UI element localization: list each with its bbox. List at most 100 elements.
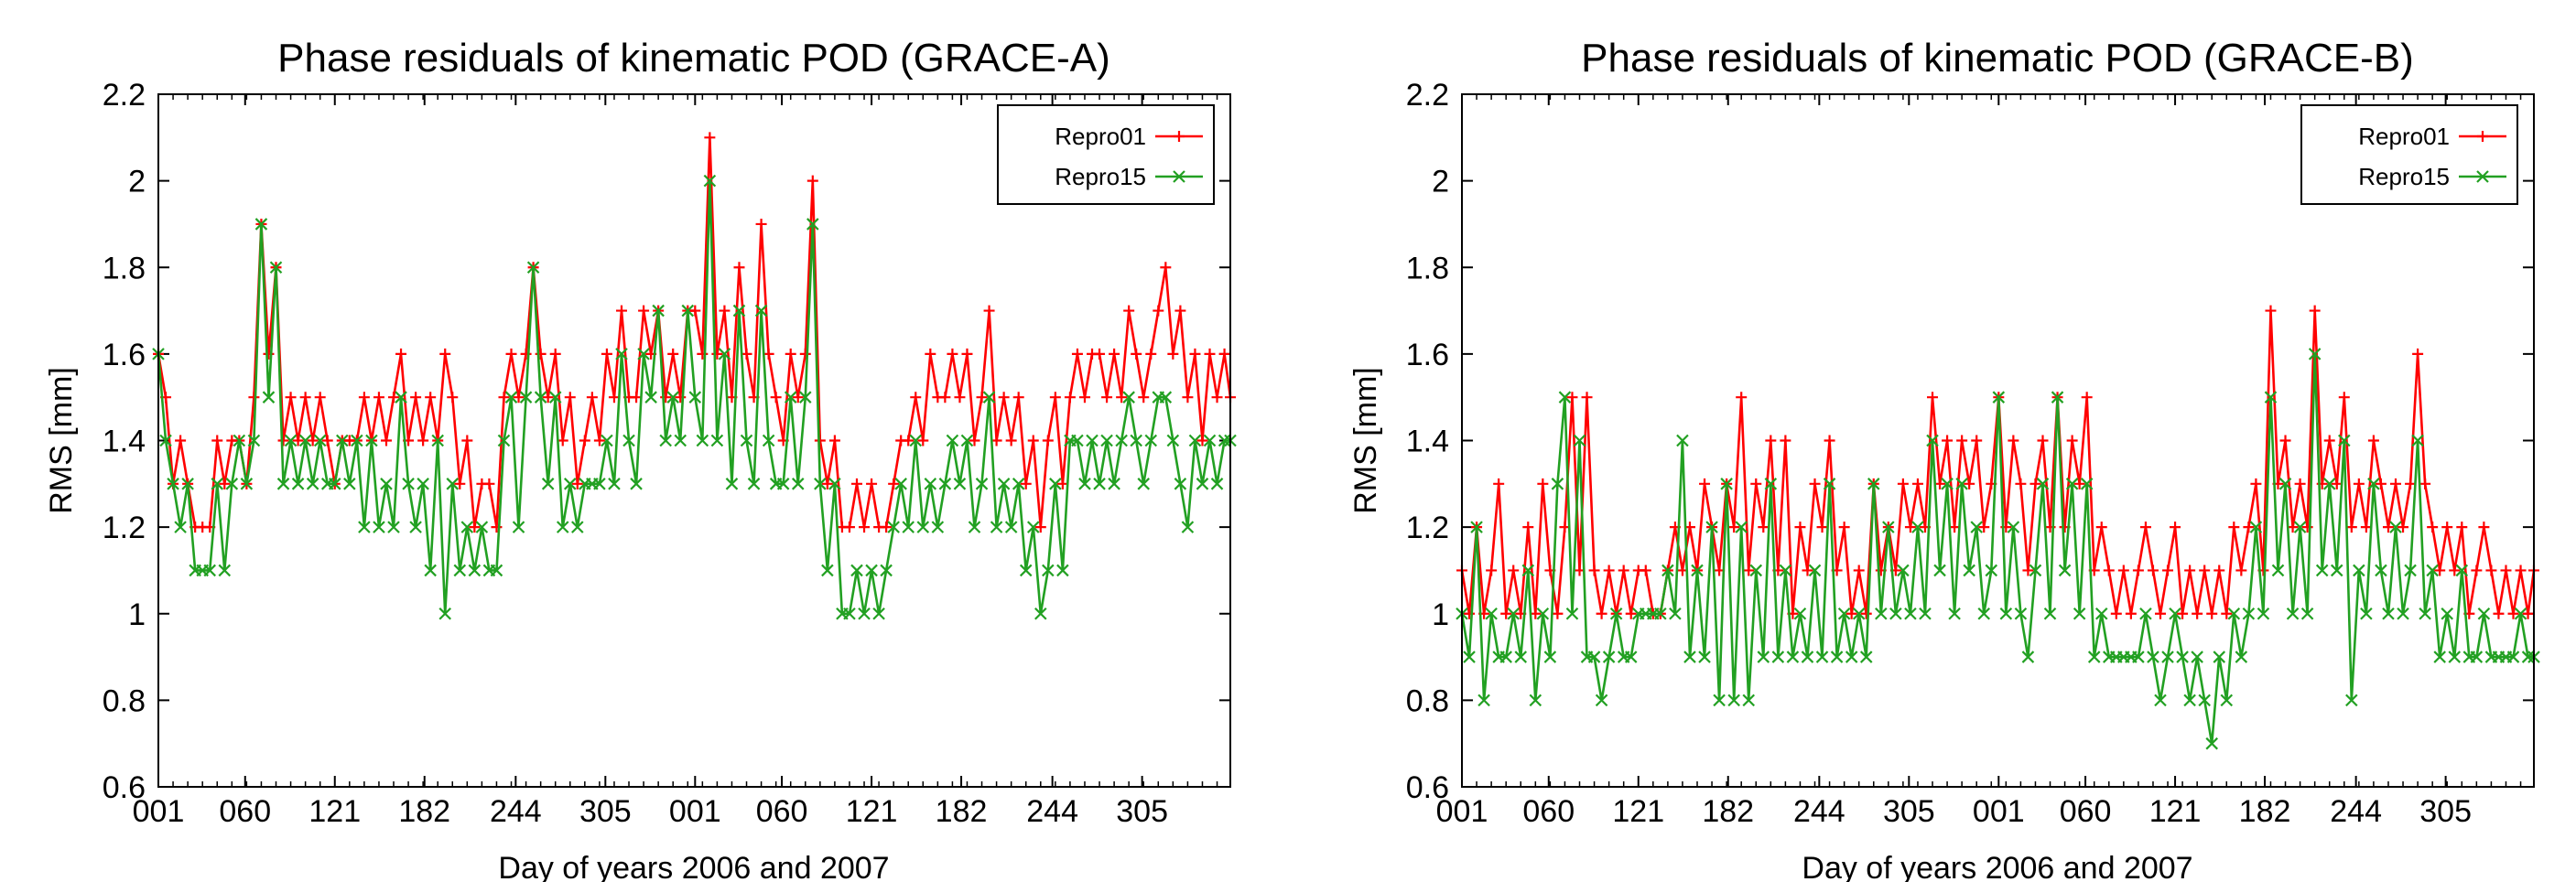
data-point bbox=[2066, 435, 2078, 446]
data-point bbox=[2309, 305, 2321, 317]
data-point bbox=[571, 521, 584, 533]
data-point bbox=[1485, 607, 1498, 620]
data-point bbox=[292, 435, 304, 446]
data-point bbox=[982, 391, 996, 403]
data-point bbox=[2301, 522, 2313, 533]
data-point bbox=[1654, 607, 1667, 620]
data-point bbox=[2308, 348, 2322, 360]
data-point bbox=[2139, 607, 2152, 620]
data-point bbox=[740, 434, 753, 447]
data-point bbox=[2015, 478, 2027, 489]
data-point bbox=[954, 392, 966, 403]
data-point bbox=[2170, 522, 2181, 533]
y-tick-label: 1.4 bbox=[1406, 425, 1449, 459]
data-point bbox=[2412, 348, 2424, 360]
data-point bbox=[615, 305, 627, 317]
data-point bbox=[622, 434, 635, 447]
data-point bbox=[321, 435, 333, 446]
data-point bbox=[1904, 522, 1916, 533]
data-point bbox=[1942, 435, 1954, 446]
data-point bbox=[1705, 521, 1718, 533]
data-point bbox=[1669, 607, 1682, 620]
data-point bbox=[2103, 565, 2115, 576]
data-point bbox=[968, 521, 981, 533]
data-point bbox=[453, 564, 467, 577]
data-point bbox=[2323, 435, 2335, 446]
data-point bbox=[1137, 478, 1151, 490]
data-point bbox=[1522, 522, 1534, 533]
data-point bbox=[976, 392, 988, 403]
data-point bbox=[659, 434, 672, 447]
chart-title: Phase residuals of kinematic POD (GRACE-… bbox=[1581, 36, 2414, 81]
plot-frame bbox=[1461, 93, 2535, 788]
data-point bbox=[1728, 522, 1740, 533]
data-point bbox=[1824, 435, 1835, 446]
data-point bbox=[1027, 435, 1039, 446]
data-point bbox=[1514, 651, 1528, 663]
data-point bbox=[2213, 651, 2226, 663]
data-point bbox=[975, 478, 989, 490]
data-point bbox=[2139, 522, 2151, 533]
y-tick-label: 0.6 bbox=[1406, 770, 1449, 805]
data-point bbox=[2286, 607, 2300, 620]
data-point bbox=[916, 521, 930, 533]
data-point bbox=[1764, 478, 1778, 490]
data-point bbox=[218, 564, 232, 577]
data-point bbox=[1808, 564, 1822, 577]
x-axis-label: Day of years 2006 and 2007 bbox=[1802, 851, 2192, 882]
data-point bbox=[2227, 607, 2241, 620]
data-point bbox=[2441, 522, 2453, 533]
data-point bbox=[306, 478, 319, 490]
data-point bbox=[938, 478, 952, 490]
data-point bbox=[1160, 262, 1172, 274]
data-point bbox=[2147, 565, 2159, 576]
data-point bbox=[211, 478, 224, 490]
data-point bbox=[1108, 478, 1120, 490]
data-point bbox=[541, 478, 555, 490]
data-point bbox=[2353, 478, 2365, 489]
data-point bbox=[1971, 435, 1983, 446]
data-point bbox=[1823, 478, 1836, 490]
data-point bbox=[894, 478, 907, 490]
data-point bbox=[741, 348, 752, 360]
data-point bbox=[997, 478, 1011, 490]
data-point bbox=[1543, 651, 1557, 663]
data-point bbox=[2154, 694, 2167, 707]
data-point bbox=[203, 564, 216, 577]
data-point bbox=[990, 435, 1002, 446]
data-point bbox=[1860, 608, 1872, 619]
data-point bbox=[791, 478, 805, 490]
data-point bbox=[351, 434, 363, 447]
legend-box bbox=[997, 104, 1215, 205]
data-point bbox=[240, 478, 254, 490]
data-point bbox=[754, 304, 768, 317]
y-axis-label: RMS [mm] bbox=[44, 367, 79, 514]
data-point bbox=[872, 607, 885, 620]
data-point bbox=[1838, 522, 1850, 533]
data-point bbox=[2331, 478, 2343, 489]
data-point bbox=[2411, 434, 2424, 447]
data-point bbox=[519, 391, 533, 403]
data-point bbox=[579, 435, 590, 446]
data-point bbox=[1956, 435, 1968, 446]
data-point bbox=[2287, 522, 2299, 533]
y-tick-label: 1 bbox=[1432, 597, 1449, 632]
data-point bbox=[2419, 478, 2431, 489]
data-point bbox=[675, 392, 687, 403]
data-point bbox=[2353, 564, 2365, 577]
data-point bbox=[1978, 522, 1990, 533]
x-tick-label: 121 bbox=[308, 794, 361, 829]
data-point bbox=[785, 348, 796, 360]
data-point bbox=[446, 478, 460, 490]
data-point bbox=[2455, 564, 2469, 577]
y-tick-label: 1.8 bbox=[1406, 251, 1449, 285]
data-point bbox=[960, 434, 974, 447]
data-point bbox=[2470, 651, 2484, 663]
data-point bbox=[410, 392, 422, 403]
data-point bbox=[1558, 391, 1572, 403]
y-tick-label: 2.2 bbox=[1406, 78, 1449, 113]
data-point bbox=[784, 391, 797, 403]
data-point bbox=[2360, 522, 2372, 533]
data-point bbox=[821, 478, 833, 489]
data-point bbox=[776, 478, 790, 490]
